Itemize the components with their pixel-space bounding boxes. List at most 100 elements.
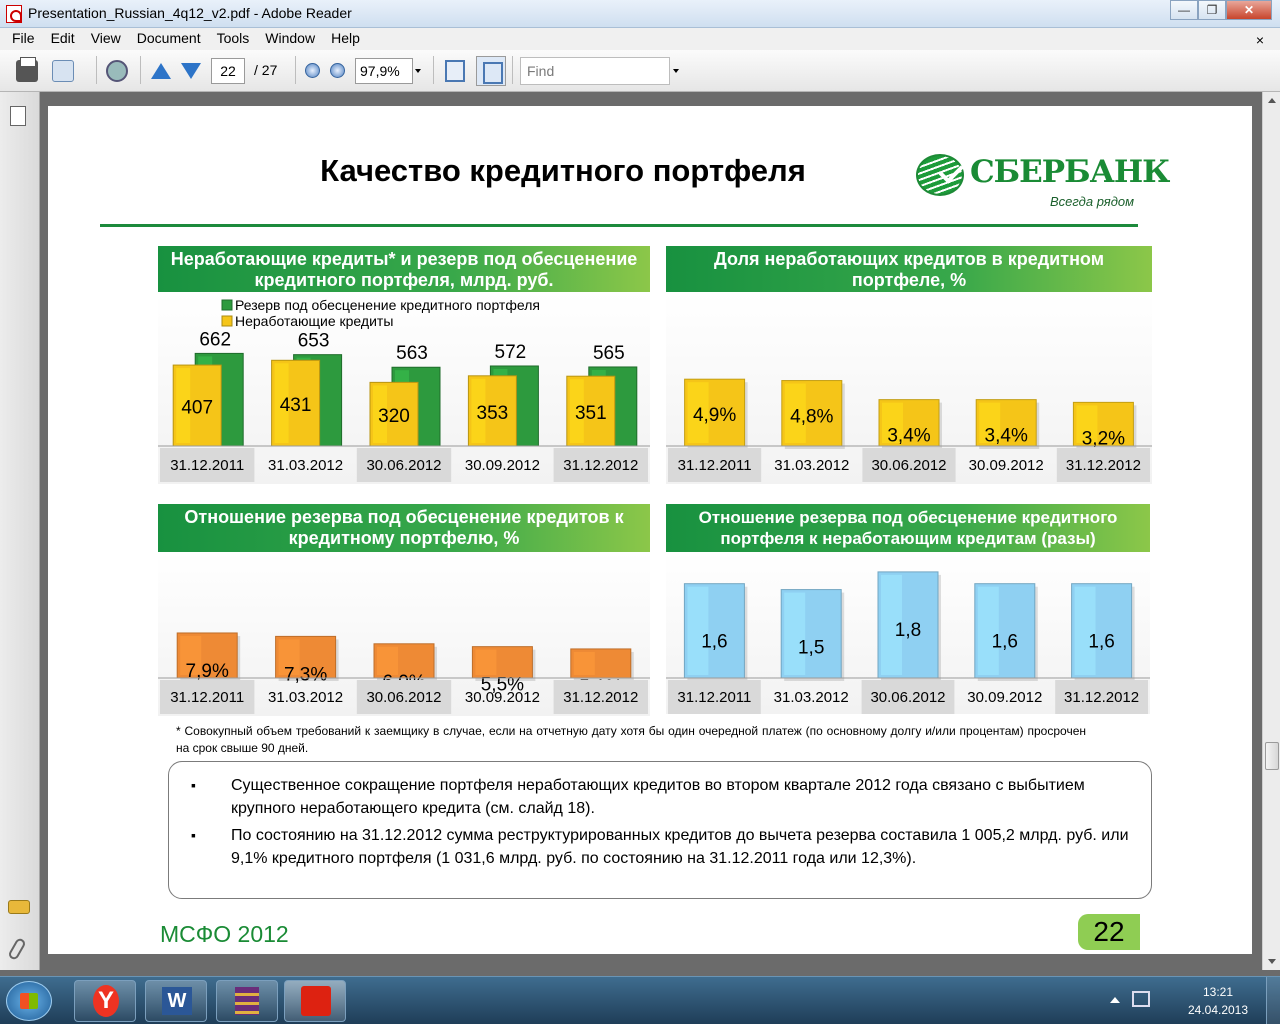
toolbar-separator	[295, 56, 296, 84]
maximize-button[interactable]: ❐	[1198, 0, 1226, 20]
footer-label: МСФО 2012	[160, 921, 289, 947]
chart3-tick-label: 31.03.2012	[268, 689, 343, 706]
chart3-tick-label: 31.12.2012	[563, 689, 638, 706]
chart1-tick-label: 30.09.2012	[465, 457, 540, 474]
scroll-thumb[interactable]	[1265, 742, 1279, 770]
comments-icon[interactable]	[8, 900, 30, 914]
find-dropdown-icon[interactable]	[673, 69, 679, 73]
chart3-data-label: 7,9%	[186, 661, 229, 682]
chart1-bar-highlight	[176, 368, 191, 443]
chart1-area: Резерв под обесценение кредитного портфе…	[158, 292, 650, 484]
chart4-tick-bg	[668, 680, 761, 714]
page-number-input[interactable]: 22	[211, 58, 245, 84]
taskbar: 13:21 24.04.2013	[0, 976, 1280, 1024]
start-button[interactable]	[6, 981, 52, 1021]
acrobat-reader-icon[interactable]	[284, 980, 346, 1022]
menu-help[interactable]: Help	[331, 30, 360, 46]
previous-page-icon[interactable]	[151, 63, 171, 79]
chart4-data-label: 1,6	[992, 632, 1018, 653]
yandex-browser-icon[interactable]	[74, 980, 136, 1022]
find-input[interactable]: Find	[520, 57, 670, 85]
chart1-tick-label: 31.12.2012	[563, 457, 638, 474]
chart3-bar-highlight	[377, 646, 398, 675]
fit-width-icon[interactable]	[476, 56, 506, 86]
zoom-dropdown-icon[interactable]	[415, 69, 421, 73]
scroll-down-icon[interactable]	[1268, 959, 1276, 964]
chart3-tick-label: 30.09.2012	[465, 689, 540, 706]
chart3-data-label: 5,5%	[481, 675, 524, 696]
zoom-in-icon[interactable]	[330, 63, 345, 78]
chart2-title: Доля неработающих кредитов в кредитном п…	[666, 246, 1152, 294]
menu-view[interactable]: View	[90, 30, 121, 46]
toolbar-separator	[512, 56, 513, 84]
chart2-tick-label: 31.03.2012	[774, 457, 849, 474]
chart1-data-label-reserve: 653	[298, 331, 330, 352]
chart4-data-label: 1,6	[1088, 632, 1114, 653]
chart2-bar-highlight	[1076, 405, 1098, 443]
word-icon[interactable]	[145, 980, 207, 1022]
network-icon[interactable]	[1132, 991, 1150, 1007]
share-icon[interactable]	[52, 60, 74, 82]
chart1-bar-highlight	[471, 378, 486, 443]
chart1-legend-swatch	[221, 315, 233, 327]
show-hidden-icons-icon[interactable]	[1110, 997, 1120, 1003]
chart3-data-label: 7,3%	[284, 664, 327, 685]
chart2-tick-label: 31.12.2012	[1066, 457, 1141, 474]
chart1-data-label-npl: 320	[378, 406, 410, 427]
chart4-data-label: 1,5	[798, 638, 824, 659]
chart1-legend-label: Резерв под обесценение кредитного портфе…	[235, 297, 540, 313]
toolbar-separator	[96, 56, 97, 84]
menu-window[interactable]: Window	[265, 30, 316, 46]
attachment-icon[interactable]	[7, 936, 27, 962]
winrar-icon[interactable]	[216, 980, 278, 1022]
chart4-bar-highlight	[687, 586, 709, 675]
clock-date: 24.04.2013	[1187, 1003, 1249, 1017]
fit-page-icon[interactable]	[445, 60, 465, 82]
chart1-data-label-reserve: 572	[495, 342, 527, 363]
minimize-button[interactable]: —	[1170, 0, 1198, 20]
show-desktop-button[interactable]	[1266, 977, 1280, 1024]
chart1-legend-swatch	[221, 299, 233, 311]
menu-file[interactable]: File	[12, 30, 35, 46]
zoom-level-input[interactable]: 97,9%	[355, 58, 413, 84]
close-document-button[interactable]: ×	[1255, 32, 1264, 48]
chart3-bar-highlight	[278, 639, 300, 675]
sberbank-logo-icon	[916, 154, 964, 196]
pages-panel-icon[interactable]	[10, 106, 26, 126]
chart4-data-label: 1,6	[701, 632, 727, 653]
chart4-bar-highlight	[977, 586, 999, 675]
chart1-tick-label: 30.06.2012	[366, 457, 441, 474]
chart1-data-label-npl: 351	[575, 403, 607, 424]
document-page: Качество кредитного портфеля СБЕРБАНК Вс…	[48, 106, 1252, 954]
footnote: * Совокупный объем требований к заемщику…	[176, 724, 1086, 755]
chart1-legend-label: Неработающие кредиты	[235, 313, 393, 329]
scroll-up-icon[interactable]	[1268, 98, 1276, 103]
chart1-data-label-reserve: 563	[396, 343, 428, 364]
chart1-tick-bg	[160, 448, 255, 482]
vertical-scrollbar[interactable]	[1262, 92, 1280, 970]
chart4-area: 1,6 1,5 1,8 1,6 1,6 31.12.2011 31.03.2012 30.06…	[666, 552, 1150, 714]
print-icon[interactable]	[16, 57, 38, 82]
menu-document[interactable]: Document	[136, 30, 201, 46]
title-divider	[100, 224, 1138, 227]
chart3-area: 7,9%7,3%6,0%5,5%5,1%31.12.201131.03.2012…	[158, 552, 650, 716]
clock-time: 13:21	[1202, 985, 1234, 999]
zoom-out-icon[interactable]	[305, 63, 320, 78]
close-button[interactable]: ✕	[1226, 0, 1272, 20]
summary-bullet: Существенное сокращение портфеля неработ…	[189, 774, 1131, 820]
chart2-bar-highlight	[784, 383, 806, 443]
chart2-tick-label: 30.09.2012	[969, 457, 1044, 474]
chart2-area: 4,9% 4,8% 3,4% 3,4% 3,2% 31.12.2011 31.03.2012…	[666, 292, 1152, 484]
chart2-bar-highlight	[687, 382, 709, 443]
chart3-tick-label: 30.06.2012	[366, 689, 441, 706]
menu-edit[interactable]: Edit	[50, 30, 75, 46]
next-page-icon[interactable]	[181, 63, 201, 79]
chart3-tick-label: 31.12.2011	[170, 689, 244, 706]
menu-tools[interactable]: Tools	[216, 30, 250, 46]
settings-icon[interactable]	[106, 60, 128, 82]
chart3-tick-bg	[553, 680, 648, 714]
clock[interactable]: 13:21 24.04.2013	[1180, 983, 1256, 1019]
menu-bar: File Edit View Document Tools Window Hel…	[0, 28, 1280, 50]
chart2-data-label: 4,8%	[790, 407, 833, 428]
chart2-tick-bg	[668, 448, 762, 482]
